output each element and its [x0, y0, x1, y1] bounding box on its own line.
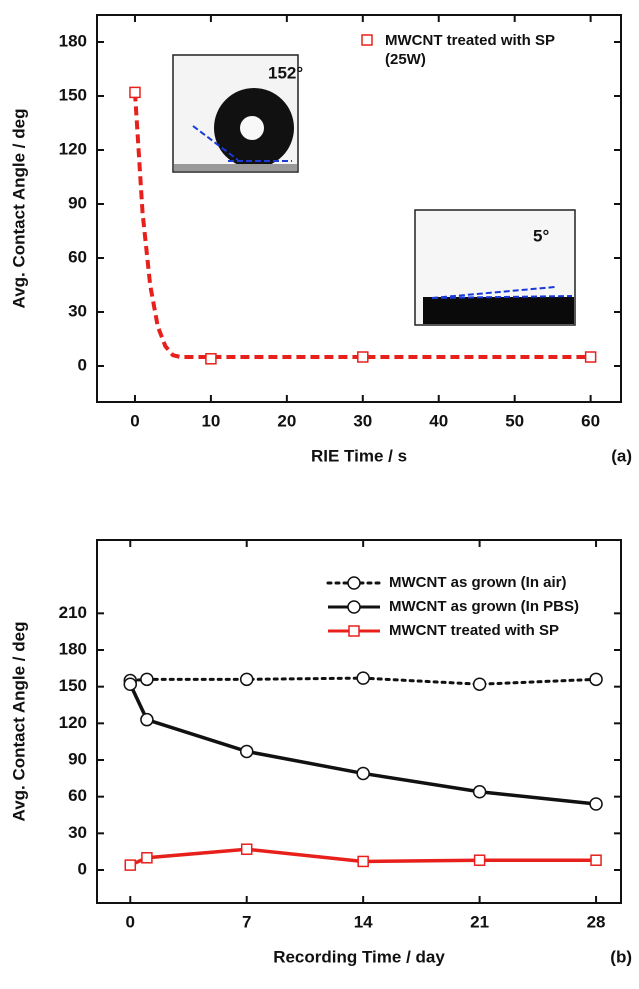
x-tick-label: 10: [201, 411, 220, 430]
y-tick-label: 180: [59, 639, 87, 658]
panel-label: (a): [611, 446, 632, 465]
plot-frame: [96, 14, 622, 403]
marker: [140, 712, 154, 727]
x-tick-label: 50: [505, 411, 524, 430]
y-tick-label: 0: [78, 355, 87, 374]
droplet-highlight: [240, 116, 264, 140]
marker: [361, 34, 373, 46]
x-tick-label: 30: [353, 411, 372, 430]
y-tick-label: 60: [68, 247, 87, 266]
marker: [240, 843, 253, 855]
marker: [124, 859, 137, 871]
inset-image: 5°: [414, 209, 576, 326]
line: [132, 92, 591, 359]
marker: [590, 854, 602, 866]
y-axis-label: Avg. Contact Angle / deg: [9, 109, 28, 309]
panel-label: (b): [610, 947, 632, 966]
marker: [472, 677, 487, 691]
y-tick-label: 30: [68, 823, 87, 842]
marker: [141, 852, 153, 864]
marker: [472, 785, 487, 799]
inset-image: 152°: [172, 54, 303, 173]
marker: [347, 576, 361, 590]
x-axis-label: Recording Time / day: [273, 947, 445, 966]
marker: [129, 86, 141, 99]
x-tick-label: 40: [429, 411, 448, 430]
x-tick-label: 28: [587, 912, 606, 931]
marker: [347, 600, 361, 614]
tangent: [431, 286, 556, 299]
marker: [589, 672, 603, 687]
x-tick-label: 20: [277, 411, 296, 430]
marker: [205, 353, 217, 365]
line: [128, 683, 597, 806]
x-tick-label: 0: [126, 912, 135, 931]
x-axis-label: RIE Time / s: [311, 446, 407, 465]
y-tick-label: 180: [59, 31, 87, 50]
y-tick-label: 210: [59, 603, 87, 622]
droplet: [423, 297, 574, 324]
tangent: [192, 125, 239, 161]
y-axis-label: Avg. Contact Angle / deg: [9, 622, 28, 822]
x-tick-label: 0: [130, 411, 139, 430]
legend-label: MWCNT as grown (In air): [389, 574, 567, 591]
marker: [239, 744, 254, 759]
marker: [356, 671, 370, 685]
marker: [357, 351, 369, 363]
x-tick-label: 14: [354, 912, 373, 931]
y-tick-label: 120: [59, 139, 87, 158]
marker: [584, 351, 597, 363]
x-tick-label: 60: [581, 411, 600, 430]
x-tick-label: 21: [470, 912, 489, 931]
y-tick-label: 150: [59, 85, 87, 104]
inset-label: 152°: [268, 63, 303, 82]
legend-label: MWCNT as grown (In PBS): [389, 598, 579, 615]
y-tick-label: 90: [68, 193, 87, 212]
marker: [140, 672, 154, 687]
y-tick-label: 150: [59, 676, 87, 695]
line: [128, 676, 598, 686]
y-tick-label: 60: [68, 786, 87, 805]
y-tick-label: 90: [68, 749, 87, 768]
marker: [357, 855, 369, 868]
y-tick-label: 120: [59, 713, 87, 732]
marker: [239, 672, 254, 687]
legend-label: MWCNT treated with SP: [389, 622, 560, 639]
x-tick-label: 7: [242, 912, 251, 931]
marker: [348, 625, 360, 637]
marker: [123, 677, 138, 691]
inset-label: 5°: [533, 226, 549, 245]
y-tick-label: 30: [68, 301, 87, 320]
legend-label: MWCNT treated with SP (25W): [385, 32, 555, 68]
baseline: [431, 295, 573, 299]
marker: [589, 797, 603, 811]
marker: [356, 766, 370, 781]
y-tick-label: 0: [78, 859, 87, 878]
marker: [473, 854, 486, 866]
plot-frame: [96, 539, 622, 904]
substrate: [174, 164, 297, 171]
